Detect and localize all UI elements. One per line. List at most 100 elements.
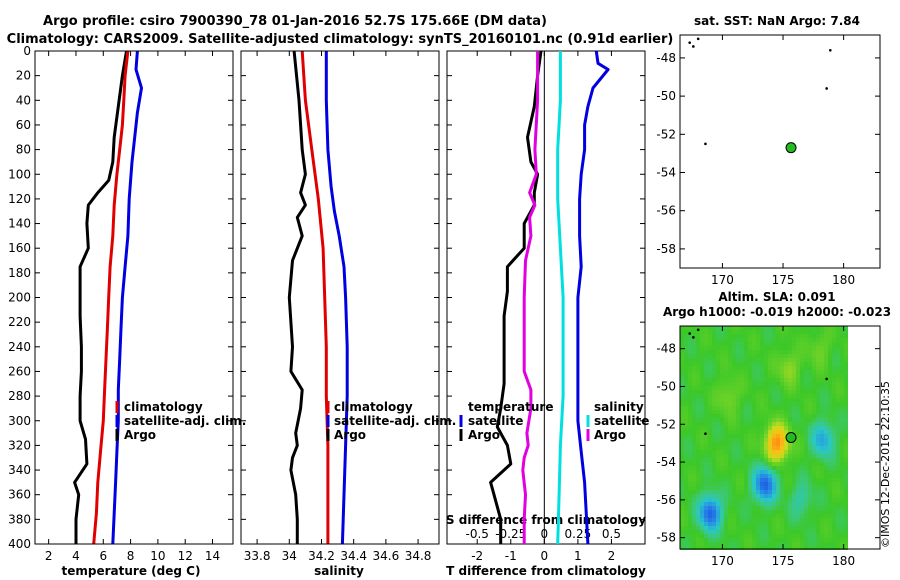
sla-cell: [756, 342, 760, 346]
sla-cell: [680, 394, 684, 398]
sla-cell: [796, 354, 800, 358]
sla-cell: [828, 430, 832, 434]
sla-cell: [832, 486, 836, 490]
sla-cell: [788, 514, 792, 518]
sla-cell: [796, 438, 800, 442]
sla-cell: [788, 410, 792, 414]
sla-cell: [844, 382, 848, 386]
sla-cell: [732, 430, 736, 434]
sla_map-ytick-label: -58: [656, 531, 676, 545]
sla-cell: [808, 506, 812, 510]
sla-cell: [748, 470, 752, 474]
sla-cell: [768, 454, 772, 458]
sla-cell: [704, 366, 708, 370]
header-title-line2: Climatology: CARS2009. Satellite-adjuste…: [7, 32, 674, 47]
sla-cell: [772, 466, 776, 470]
sla-cell: [760, 498, 764, 502]
sla-cell: [696, 450, 700, 454]
sla-cell: [840, 474, 844, 478]
sla-cell: [836, 374, 840, 378]
sla-cell: [748, 538, 752, 542]
sla-cell: [796, 526, 800, 530]
sla-cell: [820, 534, 824, 538]
sla-cell: [744, 466, 748, 470]
sla-cell: [760, 326, 764, 330]
sla-cell: [784, 486, 788, 490]
sla-cell: [756, 462, 760, 466]
sla-cell: [800, 518, 804, 522]
sla-cell: [708, 362, 712, 366]
sla-cell: [844, 358, 848, 362]
sla-cell: [716, 438, 720, 442]
sla-cell: [772, 422, 776, 426]
sla-cell: [728, 474, 732, 478]
sla-cell: [704, 374, 708, 378]
sla-cell: [744, 406, 748, 410]
sla-cell: [724, 442, 728, 446]
sla-cell: [732, 490, 736, 494]
sla-cell: [720, 510, 724, 514]
sla-cell: [788, 430, 792, 434]
sla-cell: [832, 442, 836, 446]
sla-cell: [696, 538, 700, 542]
sla-cell: [680, 442, 684, 446]
sla-cell: [780, 494, 784, 498]
sla-cell: [844, 522, 848, 526]
sla-cell: [732, 470, 736, 474]
sla-cell: [708, 466, 712, 470]
sla-cell: [792, 546, 796, 550]
sla-cell: [728, 478, 732, 482]
sla-cell: [744, 442, 748, 446]
sla-cell: [684, 370, 688, 374]
difference-xtick-label: 0: [541, 549, 549, 563]
legend-s-satellite: satellite: [594, 414, 649, 428]
sla-cell: [760, 350, 764, 354]
sla-cell: [724, 398, 728, 402]
sla-cell: [712, 366, 716, 370]
sla-cell: [812, 454, 816, 458]
sla-cell: [716, 482, 720, 486]
sla-cell: [712, 338, 716, 342]
sla-cell: [708, 502, 712, 506]
sla-cell: [832, 346, 836, 350]
sla-cell: [820, 510, 824, 514]
sla-cell: [700, 450, 704, 454]
sla-cell: [688, 410, 692, 414]
sla-cell: [680, 354, 684, 358]
sla-cell: [816, 326, 820, 330]
sla-cell: [728, 350, 732, 354]
sla-cell: [740, 370, 744, 374]
sla-cell: [720, 330, 724, 334]
sla-cell: [820, 474, 824, 478]
sla-cell: [724, 354, 728, 358]
sla-cell: [680, 542, 684, 546]
sla-cell: [692, 546, 696, 550]
sla-cell: [824, 366, 828, 370]
sla-cell: [692, 486, 696, 490]
sla-cell: [708, 386, 712, 390]
sla-cell: [700, 338, 704, 342]
sla-cell: [776, 358, 780, 362]
sla-cell: [700, 326, 704, 330]
sla-cell: [776, 462, 780, 466]
sla-cell: [816, 470, 820, 474]
sla-cell: [712, 326, 716, 330]
sla-cell: [832, 414, 836, 418]
sla-cell: [832, 390, 836, 394]
sla-cell: [748, 494, 752, 498]
sla-cell: [704, 450, 708, 454]
sla-cell: [712, 506, 716, 510]
sla-cell: [716, 350, 720, 354]
sla-cell: [828, 394, 832, 398]
sla-cell: [756, 390, 760, 394]
argo-position-marker: [785, 432, 797, 443]
sla-cell: [712, 390, 716, 394]
sla-cell: [788, 486, 792, 490]
sla-cell: [712, 410, 716, 414]
sla-cell: [836, 346, 840, 350]
sla-cell: [764, 538, 768, 542]
sla-cell: [772, 434, 776, 438]
sla-cell: [748, 434, 752, 438]
sla-cell: [736, 446, 740, 450]
sla-cell: [792, 534, 796, 538]
